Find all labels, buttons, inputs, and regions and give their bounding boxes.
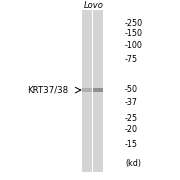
Text: -250: -250 [125, 19, 143, 28]
Text: KRT37/38: KRT37/38 [27, 86, 68, 94]
Text: -150: -150 [125, 29, 143, 38]
Text: -50: -50 [125, 85, 138, 94]
Bar [82, 88, 92, 92]
Bar [82, 10, 92, 172]
Bar [93, 10, 103, 172]
Text: (kd): (kd) [125, 159, 141, 168]
Text: Lovo: Lovo [84, 1, 103, 10]
Text: -75: -75 [125, 55, 138, 64]
Bar [93, 88, 103, 92]
Text: -15: -15 [125, 140, 138, 149]
Text: -37: -37 [125, 98, 138, 107]
Text: -25: -25 [125, 114, 138, 123]
Text: -100: -100 [125, 41, 143, 50]
Text: -20: -20 [125, 125, 138, 134]
